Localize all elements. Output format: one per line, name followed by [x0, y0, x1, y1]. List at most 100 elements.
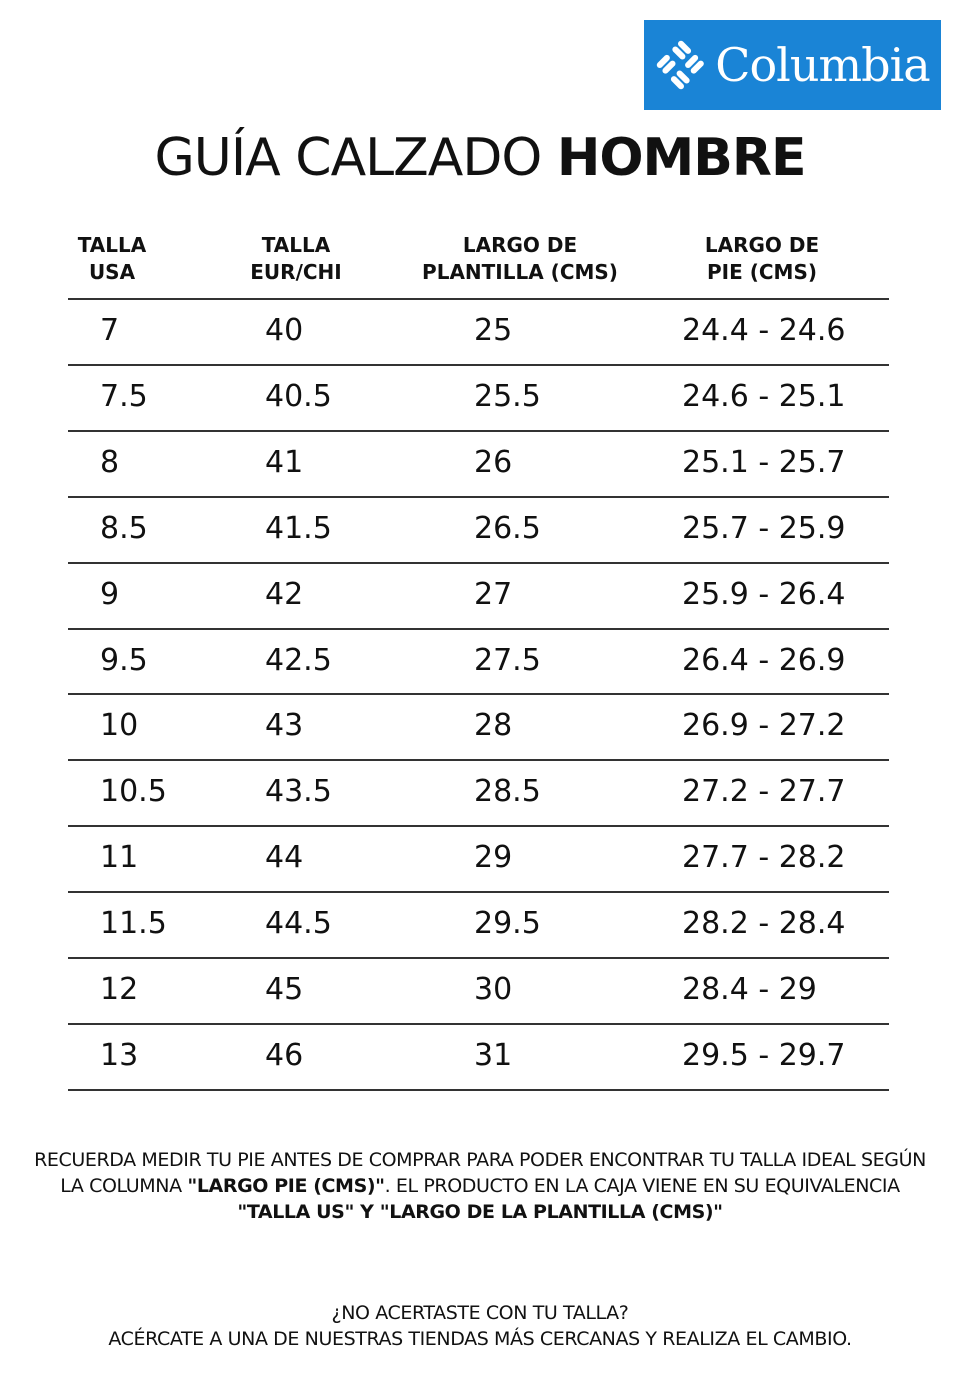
- cell-talla-eur: 41: [265, 444, 304, 480]
- cell-largo-pie: 25.7 - 25.9: [682, 510, 846, 546]
- header-line: PLANTILLA (CMS): [422, 260, 618, 284]
- table-divider: [68, 1022, 889, 1025]
- cell-largo-plantilla: 27: [474, 576, 513, 612]
- cell-largo-plantilla: 31: [474, 1037, 513, 1073]
- table-row: 9.5 42.5 27.5 26.4 - 26.9: [0, 628, 960, 694]
- cell-talla-usa: 13: [100, 1037, 139, 1073]
- table-divider: [68, 298, 889, 300]
- header-line: PIE (CMS): [707, 260, 817, 284]
- cell-talla-eur: 45: [265, 972, 304, 1007]
- cell-talla-eur: 42.5: [265, 642, 332, 678]
- header-line: EUR/CHI: [250, 260, 342, 284]
- cell-talla-eur: 46: [265, 1037, 304, 1073]
- note-line-3: "TALLA US" Y "LARGO DE LA PLANTILLA (CMS…: [0, 1199, 960, 1225]
- table-divider: [68, 1088, 889, 1091]
- cell-largo-plantilla: 29: [474, 840, 513, 876]
- table-row: 8.5 41.5 26.5 25.7 - 25.9: [0, 496, 960, 562]
- cell-largo-plantilla: 25.5: [474, 378, 541, 414]
- cell-largo-plantilla: 28.5: [474, 774, 541, 810]
- cell-talla-eur: 43.5: [265, 774, 332, 810]
- cell-talla-usa: 7.5: [100, 378, 148, 414]
- cell-talla-eur: 41.5: [265, 510, 332, 546]
- cell-largo-pie: 26.4 - 26.9: [682, 642, 846, 678]
- column-header-talla-usa: TALLA USA: [62, 232, 162, 286]
- table-divider: [68, 495, 889, 498]
- note-text: . EL PRODUCTO EN LA CAJA VIENE EN SU EQU…: [384, 1175, 900, 1197]
- table-divider: [68, 825, 889, 828]
- cell-talla-usa: 8.5: [100, 510, 148, 546]
- table-divider: [68, 561, 889, 564]
- cell-largo-pie: 24.6 - 25.1: [682, 378, 846, 414]
- title-regular: GUÍA CALZADO: [154, 128, 542, 188]
- table-divider: [68, 957, 889, 959]
- cell-largo-pie: 26.9 - 27.2: [682, 708, 846, 744]
- title-bold: HOMBRE: [556, 128, 807, 188]
- note-line-1: RECUERDA MEDIR TU PIE ANTES DE COMPRAR P…: [34, 1149, 926, 1171]
- cell-talla-usa: 9: [100, 576, 120, 612]
- cell-talla-eur: 44.5: [265, 906, 332, 942]
- cell-talla-usa: 10.5: [100, 774, 167, 810]
- cell-largo-plantilla: 29.5: [474, 906, 541, 942]
- table-divider: [68, 759, 889, 762]
- cell-talla-eur: 40.5: [265, 378, 332, 414]
- column-header-largo-plantilla: LARGO DE PLANTILLA (CMS): [410, 232, 630, 286]
- page-title: GUÍA CALZADO HOMBRE: [0, 128, 960, 188]
- header-line: USA: [88, 260, 136, 284]
- measure-note: RECUERDA MEDIR TU PIE ANTES DE COMPRAR P…: [0, 1147, 960, 1225]
- exchange-note: ¿NO ACERTASTE CON TU TALLA? ACÉRCATE A U…: [0, 1300, 960, 1352]
- note-line-2: LA COLUMNA "LARGO PIE (CMS)". EL PRODUCT…: [0, 1173, 960, 1199]
- cell-talla-usa: 9.5: [100, 642, 148, 678]
- note-text: LA COLUMNA: [60, 1175, 188, 1197]
- header-line: LARGO DE: [462, 233, 578, 257]
- header-line: TALLA: [261, 233, 331, 257]
- cell-largo-pie: 25.9 - 26.4: [682, 576, 846, 612]
- cell-largo-plantilla: 26: [474, 444, 513, 480]
- cell-largo-pie: 29.5 - 29.7: [682, 1037, 846, 1073]
- cell-largo-plantilla: 30: [474, 972, 513, 1007]
- cell-largo-pie: 27.7 - 28.2: [682, 840, 846, 876]
- footer-line-2: ACÉRCATE A UNA DE NUESTRAS TIENDAS MÁS C…: [108, 1328, 852, 1350]
- header-line: LARGO DE: [704, 233, 820, 257]
- table-row: 10.5 43.5 28.5 27.2 - 27.7: [0, 759, 960, 825]
- cell-largo-pie: 28.2 - 28.4: [682, 906, 846, 942]
- table-row: 11.5 44.5 29.5 28.2 - 28.4: [0, 891, 960, 957]
- column-header-talla-eur: TALLA EUR/CHI: [226, 232, 366, 286]
- cell-largo-plantilla: 25: [474, 313, 513, 348]
- table-divider: [68, 891, 889, 894]
- cell-largo-pie: 28.4 - 29: [682, 972, 817, 1007]
- cell-largo-plantilla: 26.5: [474, 510, 541, 546]
- cell-talla-usa: 11: [100, 840, 139, 876]
- cell-largo-pie: 25.1 - 25.7: [682, 444, 846, 480]
- cell-talla-eur: 43: [265, 708, 304, 744]
- cell-largo-pie: 27.2 - 27.7: [682, 774, 846, 810]
- table-row: 8 41 26 25.1 - 25.7: [0, 430, 960, 496]
- note-bold: "TALLA US" Y "LARGO DE LA PLANTILLA (CMS…: [237, 1201, 723, 1223]
- cell-largo-pie: 24.4 - 24.6: [682, 313, 846, 348]
- cell-largo-plantilla: 28: [474, 708, 513, 744]
- table-row: 11 44 29 27.7 - 28.2: [0, 825, 960, 891]
- table-divider: [68, 429, 889, 432]
- cell-talla-usa: 7: [100, 313, 120, 348]
- cell-talla-usa: 12: [100, 972, 139, 1007]
- cell-talla-usa: 10: [100, 708, 139, 744]
- cell-talla-eur: 42: [265, 576, 304, 612]
- logo-wordmark: Columbia: [715, 38, 930, 92]
- table-divider: [68, 693, 889, 696]
- table-row: 10 43 28 26.9 - 27.2: [0, 693, 960, 759]
- cell-talla-usa: 8: [100, 444, 120, 480]
- cell-talla-eur: 44: [265, 840, 304, 876]
- columbia-logo: Columbia: [644, 20, 941, 110]
- note-bold: "LARGO PIE (CMS)": [187, 1175, 385, 1197]
- table-row: 9 42 27 25.9 - 26.4: [0, 562, 960, 628]
- table-row: 13 46 31 29.5 - 29.7: [0, 1023, 960, 1089]
- cell-talla-usa: 11.5: [100, 906, 167, 942]
- table-divider: [68, 363, 889, 366]
- column-header-largo-pie: LARGO DE PIE (CMS): [682, 232, 842, 286]
- table-row: 7 40 25 24.4 - 24.6: [0, 298, 960, 364]
- footer-line-1: ¿NO ACERTASTE CON TU TALLA?: [331, 1302, 629, 1324]
- columbia-diamond-icon: [657, 40, 705, 90]
- header-line: TALLA: [77, 233, 147, 257]
- cell-largo-plantilla: 27.5: [474, 642, 541, 678]
- table-divider: [68, 627, 889, 630]
- table-row: 12 45 30 28.4 - 29: [0, 957, 960, 1023]
